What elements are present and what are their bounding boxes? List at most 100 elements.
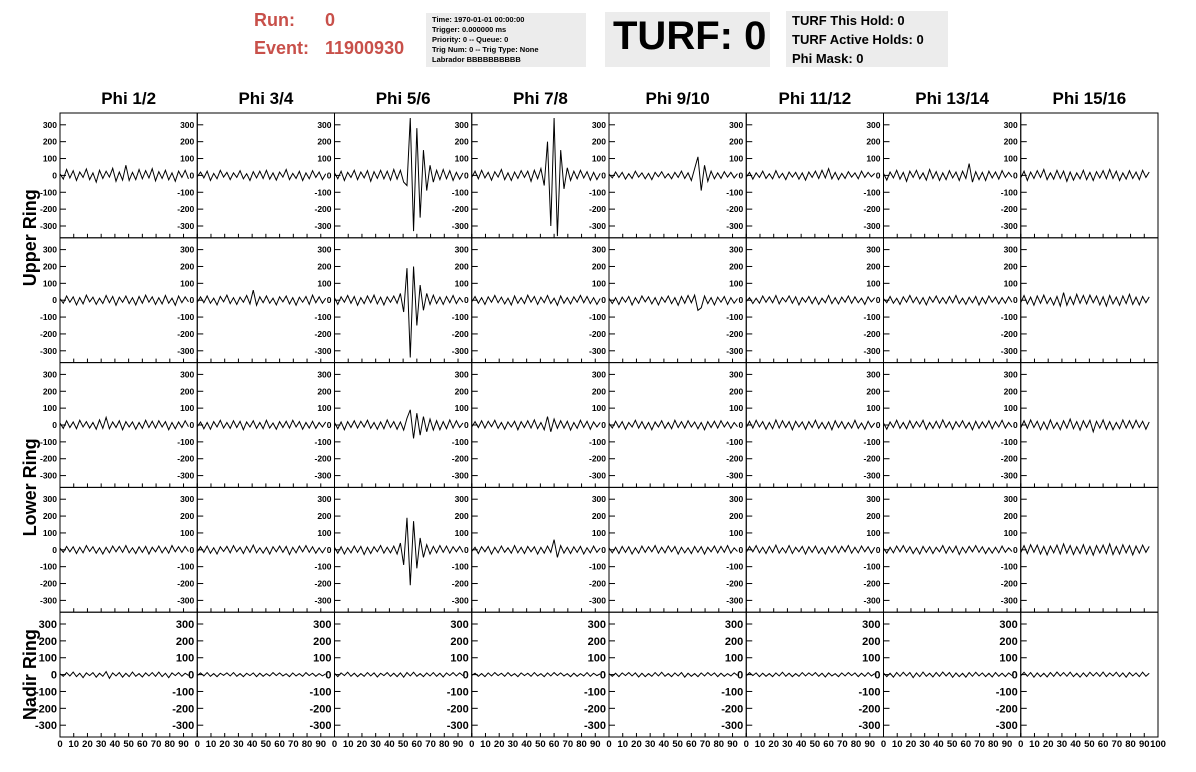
waveform [334,409,464,439]
y-tick-label: 0 [327,295,332,305]
y-tick-label: 300 [1004,120,1018,130]
x-tick-label: 10 [755,739,766,750]
y-tick-label: 300 [180,120,194,130]
y-tick-label: 100 [43,528,57,538]
y-tick-label: -100 [172,686,194,698]
y-tick-label: 200 [729,137,743,147]
waveform [883,544,1013,556]
info-line: Time: 1970-01-01 00:00:00 [432,15,525,24]
run-label: Run: [254,10,295,30]
y-tick-label: 200 [43,511,57,521]
y-tick-label: 300 [43,120,57,130]
y-tick-label: -100 [314,187,331,197]
x-tick-label: 60 [961,739,972,750]
y-tick-label: 300 [592,369,606,379]
x-tick-label: 20 [906,739,917,750]
column-label: Phi 11/12 [778,89,851,108]
panel-frame [196,237,335,364]
x-tick-label: 0 [1018,739,1023,750]
y-tick-label: -300 [314,595,331,605]
y-tick-label: 0 [327,420,332,430]
y-tick-label: 200 [592,137,606,147]
x-tick-label: 10 [480,739,491,750]
y-tick-label: -100 [309,686,331,698]
y-tick-label: 300 [455,120,469,130]
y-tick-label: -100 [1001,437,1018,447]
turf-box: TURF: 0 [605,12,770,67]
x-tick-label: 60 [1098,739,1109,750]
y-tick-label: -200 [40,329,57,339]
y-tick-label: -200 [177,204,194,214]
y-tick-label: -100 [863,187,880,197]
y-tick-label: -300 [726,471,743,481]
x-tick-label: 10 [206,739,217,750]
x-tick-label: 90 [590,739,601,750]
y-tick-label: -100 [726,562,743,572]
y-tick-label: 200 [866,261,880,271]
y-tick-label: -200 [40,579,57,589]
waveform [883,294,1013,307]
turf-info-box: TURF This Hold: 0 TURF Active Holds: 0 Phi… [786,11,948,67]
y-tick-label: -100 [452,437,469,447]
y-tick-label: -200 [589,454,606,464]
y-tick-label: 100 [43,403,57,413]
y-tick-label: 300 [450,619,468,631]
y-tick-label: 100 [455,403,469,413]
y-tick-label: -300 [172,720,194,732]
y-tick-label: 0 [601,545,606,555]
y-tick-label: -100 [863,312,880,322]
y-tick-label: 100 [1004,403,1018,413]
y-tick-label: 300 [317,494,331,504]
y-tick-label: 0 [464,420,469,430]
y-tick-label: -100 [452,562,469,572]
y-tick-label: 200 [43,137,57,147]
y-tick-label: 300 [455,494,469,504]
y-tick-label: -300 [452,595,469,605]
y-tick-label: 0 [190,420,195,430]
x-tick-label: 60 [549,739,560,750]
y-tick-label: -200 [589,579,606,589]
x-tick-label: 50 [398,739,409,750]
y-tick-label: 100 [180,528,194,538]
y-tick-label: 300 [43,369,57,379]
y-tick-label: -300 [35,720,57,732]
y-tick-label: -200 [996,703,1018,715]
waveform [883,163,1013,183]
y-tick-label: 200 [999,636,1017,648]
y-tick-label: -200 [863,454,880,464]
waveform [59,293,189,307]
y-tick-label: 100 [450,653,468,665]
y-tick-label: -200 [726,579,743,589]
info-line: Trigger: 0.000000 ms [432,25,507,34]
y-tick-label: -300 [589,346,606,356]
x-tick-label: 0 [744,739,749,750]
y-tick-label: 0 [52,420,57,430]
x-tick-label: 0 [881,739,886,750]
y-tick-label: -200 [721,703,743,715]
x-tick-label: 70 [563,739,574,750]
x-tick-label: 20 [82,739,93,750]
y-tick-label: 0 [190,170,195,180]
info-line: Trig Num: 0 -- Trig Type: None [432,45,539,54]
y-tick-label: -200 [726,204,743,214]
y-tick-label: 0 [464,545,469,555]
y-tick-label: 300 [592,120,606,130]
x-tick-label: 40 [796,739,807,750]
waveform [883,418,1013,432]
x-tick-label: 0 [195,739,200,750]
waveform [196,418,327,432]
y-tick-label: 200 [450,636,468,648]
y-tick-label: -300 [1001,471,1018,481]
y-tick-label: 200 [592,261,606,271]
x-tick-label: 30 [370,739,381,750]
y-tick-label: -300 [40,595,57,605]
y-tick-label: -100 [589,187,606,197]
x-tick-label: 60 [686,739,697,750]
x-tick-label: 20 [494,739,505,750]
waveform [745,167,876,182]
x-tick-label: 80 [988,739,999,750]
y-tick-label: -100 [35,686,57,698]
y-tick-label: -300 [863,221,880,231]
y-tick-label: 0 [601,295,606,305]
